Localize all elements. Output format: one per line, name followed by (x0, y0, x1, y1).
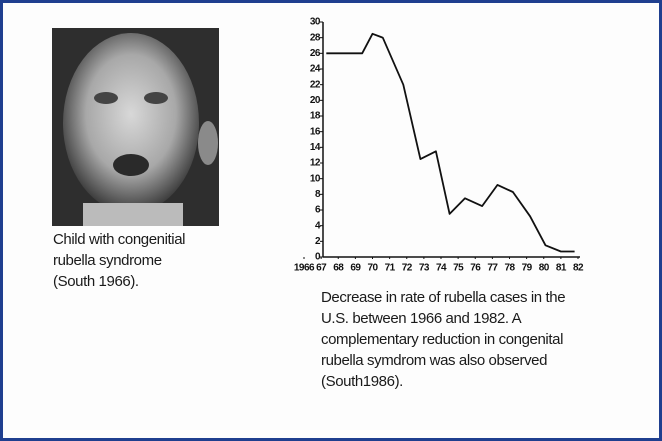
x-tick-label: 70 (367, 263, 378, 274)
x-tick-label: 1966 (294, 263, 315, 274)
x-tick-label: 67 (316, 263, 327, 274)
y-tick-label: 14 (310, 142, 321, 153)
y-tick-label: 6 (315, 205, 321, 216)
y-tick-label: 12 (310, 158, 321, 169)
x-tick-label: 81 (556, 263, 567, 274)
photo-caption: Child with congenitial rubella syndrome … (53, 229, 186, 292)
caption-line: (South 1966). (53, 273, 139, 290)
x-tick-label: 75 (453, 263, 464, 274)
y-tick-label: 30 (310, 17, 321, 28)
y-tick-label: 10 (310, 173, 321, 184)
caption-line: rubella symdrom was also observed (321, 352, 548, 369)
data-line (326, 32, 575, 253)
photo (52, 28, 219, 226)
y-tick-label: 20 (310, 95, 321, 106)
x-tick-label: 77 (487, 263, 498, 274)
x-tick-label: 78 (504, 263, 515, 274)
y-tick-label: 26 (310, 48, 321, 59)
x-tick-label: 74 (436, 263, 447, 274)
caption-line: Decrease in rate of rubella cases in the (321, 289, 566, 306)
y-tick-label: 16 (310, 126, 321, 137)
y-tick-label: 4 (315, 220, 321, 231)
caption-line: complementary reduction in congenital (321, 331, 564, 348)
y-tick-label: 28 (310, 32, 321, 43)
x-tick-label: 68 (333, 263, 344, 274)
y-tick-label: 18 (310, 111, 321, 122)
y-tick-label: 22 (310, 79, 321, 90)
x-tick-label: 72 (402, 263, 413, 274)
caption-line: U.S. between 1966 and 1982. A (321, 310, 522, 327)
y-tick-label: 2 (315, 236, 321, 247)
x-tick-label: 79 (522, 263, 533, 274)
x-tick-label: 76 (470, 263, 481, 274)
x-tick-label: 69 (350, 263, 361, 274)
x-tick-label: 80 (539, 263, 550, 274)
x-tick-label: 71 (385, 263, 396, 274)
caption-line: Child with congenitial (53, 231, 186, 248)
x-tick-label: 73 (419, 263, 430, 274)
y-tick-label: 8 (315, 189, 321, 200)
caption-line: (South1986). (321, 373, 403, 390)
chart-caption: Decrease in rate of rubella cases in the… (321, 287, 566, 392)
y-tick-label: 0 (315, 252, 321, 263)
y-tick-label: 24 (310, 64, 321, 75)
x-tick-label: 82 (573, 263, 584, 274)
caption-line: rubella syndrome (53, 252, 162, 269)
